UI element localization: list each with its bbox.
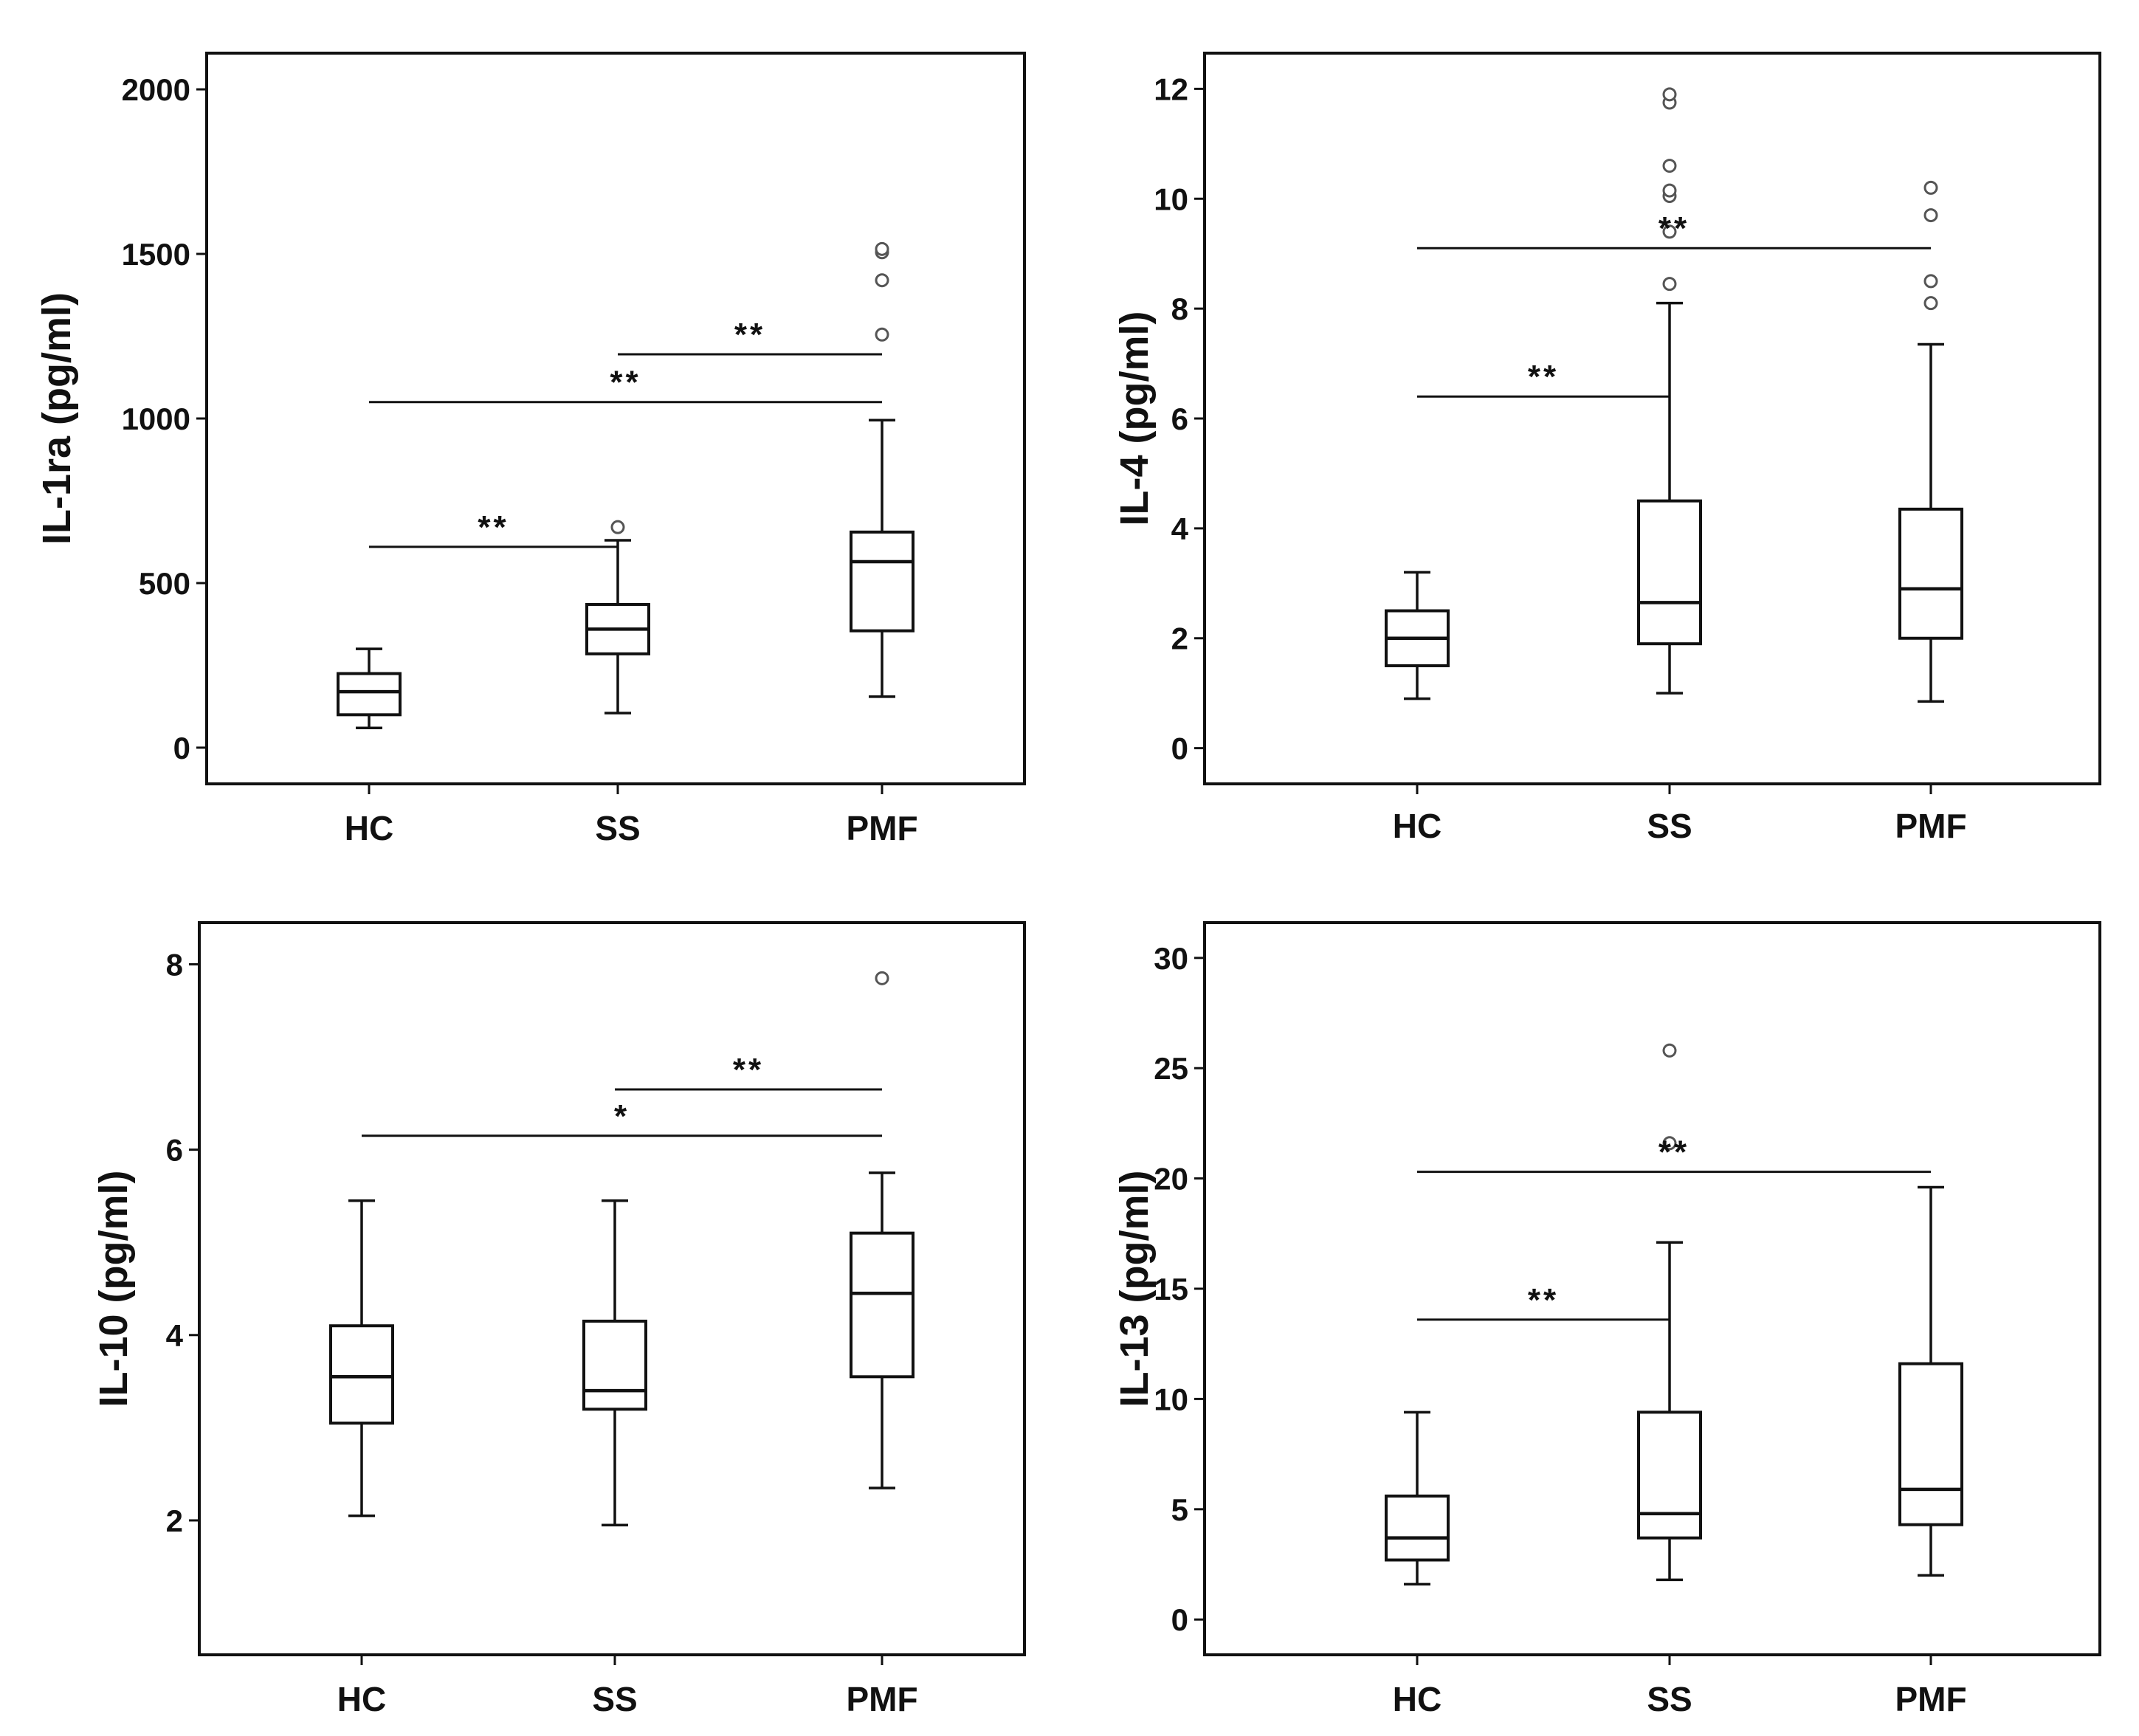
y-tick-label: 1000: [122, 402, 190, 436]
y-tick-label: 25: [1154, 1051, 1188, 1086]
outlier-point: [1923, 208, 1938, 223]
box-iqr: [1637, 499, 1702, 646]
x-tick-label: PMF: [1895, 807, 1966, 845]
outlier-point: [1923, 180, 1938, 195]
significance-label: **: [1528, 359, 1559, 395]
significance-label: **: [1528, 1282, 1559, 1318]
y-axis-label: IL-1ra (pg/ml): [35, 292, 79, 545]
outlier-point: [1662, 1136, 1677, 1151]
y-tick-label: 30: [1154, 941, 1188, 976]
y-tick-label: 12: [1154, 72, 1188, 106]
plot-frame: [198, 921, 1026, 1656]
outlier-point: [875, 327, 889, 342]
box-iqr: [329, 1324, 394, 1425]
outlier-point: [1662, 87, 1677, 102]
box-ss: [582, 1199, 647, 1526]
significance-label: *: [614, 1098, 630, 1134]
y-tick-label: 0: [1171, 1602, 1188, 1637]
x-tick-label: SS: [592, 1680, 637, 1718]
x-tick-label: SS: [1647, 1680, 1692, 1718]
significance-label: **: [734, 317, 765, 353]
outlier-point: [1923, 274, 1938, 289]
x-tick-label: PMF: [846, 1680, 917, 1718]
box-pmf: [1898, 180, 1963, 703]
x-tick-label: SS: [1647, 807, 1692, 845]
box-iqr: [850, 1231, 914, 1379]
outlier-point: [875, 273, 889, 288]
x-tick-label: SS: [595, 809, 640, 847]
significance-label: **: [610, 365, 641, 401]
panel-2: 0 2 4 6 8 10 12 HC SS PMF IL-4 (pg/ml) ** **: [1112, 52, 2101, 845]
y-tick-label: 6: [166, 1133, 183, 1168]
x-tick-label: PMF: [1895, 1680, 1966, 1718]
box-iqr: [1898, 507, 1963, 640]
box-iqr: [1385, 1494, 1450, 1562]
panel-4: 0 5 10 15 20 25 30 HC SS PMF IL-13 (pg/ml) ** **: [1112, 921, 2101, 1718]
y-axis-label: IL-10 (pg/ml): [92, 1171, 136, 1408]
y-tick-label: 0: [1171, 731, 1188, 766]
outlier-point: [1662, 159, 1677, 173]
x-tick-label: PMF: [846, 809, 917, 847]
x-tick-label: HC: [1393, 807, 1442, 845]
y-tick-label: 10: [1154, 1382, 1188, 1416]
y-tick-label: 20: [1154, 1162, 1188, 1196]
outlier-point: [1923, 296, 1938, 311]
significance-label: **: [733, 1052, 764, 1088]
box-hc: [337, 647, 402, 729]
y-tick-label: 2: [166, 1504, 183, 1538]
y-tick-label: 8: [166, 948, 183, 982]
outlier-point: [875, 971, 889, 985]
x-tick-label: HC: [1393, 1680, 1442, 1718]
outlier-point: [1662, 183, 1677, 198]
y-tick-label: 4: [166, 1318, 184, 1353]
x-tick-label: HC: [345, 809, 393, 847]
y-tick-label: 0: [173, 731, 190, 765]
y-tick-label: 1500: [122, 237, 190, 272]
panel-1: 0 500 1000 1500 2000 HC SS PMF IL-1ra (pg/ml) ** *…: [35, 52, 1026, 847]
box-hc: [1385, 571, 1450, 700]
box-iqr: [850, 530, 914, 633]
box-iqr: [1637, 1410, 1702, 1540]
box-ss: [1637, 1043, 1702, 1582]
significance-label: **: [478, 509, 509, 545]
box-pmf: [1898, 1185, 1963, 1577]
y-axis-label: IL-13 (pg/ml): [1112, 1171, 1157, 1408]
significance-label: **: [1658, 210, 1690, 247]
outlier-point: [875, 241, 889, 256]
y-tick-label: 2: [1171, 621, 1188, 656]
significance-label: **: [1658, 1134, 1690, 1171]
plot-frame: [1203, 921, 2101, 1656]
y-axis-label: IL-4 (pg/ml): [1112, 311, 1157, 526]
box-pmf: [850, 241, 914, 698]
box-iqr: [337, 672, 402, 717]
box-pmf: [850, 971, 914, 1489]
box-ss: [585, 520, 650, 714]
box-hc: [329, 1199, 394, 1518]
y-tick-label: 5: [1171, 1492, 1188, 1527]
y-tick-label: 10: [1154, 182, 1188, 216]
outlier-point: [1662, 1043, 1677, 1058]
y-tick-label: 2000: [122, 72, 190, 107]
box-hc: [1385, 1410, 1450, 1586]
outlier-point: [1662, 224, 1677, 239]
outlier-point: [1662, 277, 1677, 292]
y-tick-label: 4: [1171, 512, 1189, 546]
plot-frame: [1203, 52, 2101, 785]
y-tick-label: 500: [139, 566, 190, 601]
y-tick-label: 6: [1171, 402, 1188, 436]
y-tick-label: 15: [1154, 1272, 1188, 1306]
box-iqr: [582, 1319, 647, 1411]
outlier-point: [610, 520, 625, 534]
y-tick-label: 8: [1171, 292, 1188, 326]
box-iqr: [1898, 1362, 1963, 1526]
x-tick-label: HC: [337, 1680, 386, 1718]
plot-frame: [205, 52, 1026, 785]
box-ss: [1637, 87, 1702, 695]
